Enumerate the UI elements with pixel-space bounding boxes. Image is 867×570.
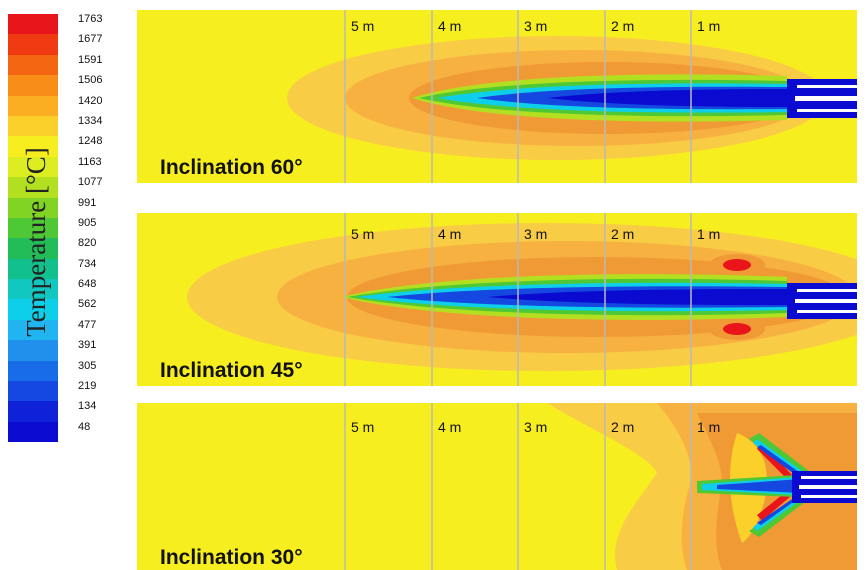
colorbar-swatch: [8, 34, 58, 55]
colorbar-swatch: [8, 360, 58, 382]
colorbar-tick-label: 1763: [78, 13, 103, 25]
panel-inclination-45: 5 m 4 m 3 m 2 m 1 m Inclination 45°: [137, 213, 857, 386]
distance-label-4m: 4 m: [438, 419, 462, 435]
colorbar-tick-label: 134: [78, 400, 97, 413]
colorbar-tick-label: 648: [78, 278, 97, 291]
colorbar-tick-label: 1334: [78, 114, 103, 127]
panel-inclination-30: 5 m 4 m 3 m 2 m 1 m Inclination 30°: [137, 403, 857, 570]
colorbar-tick-label: 905: [78, 216, 97, 229]
temperature-field-30: [137, 403, 857, 570]
colorbar-tick-label: 305: [78, 359, 97, 372]
colorbar-swatch: [8, 197, 58, 218]
distance-label-5m: 5 m: [351, 18, 375, 34]
colorbar-tick-label: 1506: [78, 74, 103, 87]
colorbar-title: Temperature [°C]: [21, 147, 51, 337]
colorbar-swatch: [8, 14, 58, 35]
panel-inclination-60: 5 m 4 m 3 m 2 m 1 m Inclination 60°: [137, 10, 857, 183]
colorbar-tick-label: 1677: [78, 33, 103, 46]
distance-label-1m: 1 m: [697, 419, 721, 435]
distance-label-5m: 5 m: [351, 226, 375, 242]
colorbar-swatch: [8, 136, 58, 157]
distance-label-2m: 2 m: [611, 419, 635, 435]
distance-label-1m: 1 m: [697, 226, 721, 242]
inclination-label: Inclination 60°: [160, 156, 303, 179]
colorbar-tick-label: 1420: [78, 94, 103, 107]
colorbar-swatch: [8, 238, 58, 259]
distance-label-2m: 2 m: [611, 18, 635, 34]
inclination-label: Inclination 45°: [160, 359, 303, 382]
colorbar-swatch: [8, 95, 58, 116]
colorbar-ticks: 1763 1677 1591 1506 1420 1334 1248 1163 1077 991 9…: [78, 12, 128, 440]
distance-label-3m: 3 m: [524, 419, 548, 435]
colorbar-swatch: [8, 319, 58, 341]
colorbar-tick-label: 734: [78, 257, 97, 270]
distance-label-3m: 3 m: [524, 226, 548, 242]
distance-label-4m: 4 m: [438, 18, 462, 34]
colorbar-tick-label: 1163: [78, 155, 102, 168]
colorbar-swatch: [8, 381, 58, 402]
colorbar-swatch: [8, 54, 58, 76]
colorbar-tick-label: 1077: [78, 176, 103, 189]
colorbar-swatch: [8, 279, 58, 300]
colorbar-swatch: [8, 177, 58, 198]
colorbar-tick-label: 1248: [78, 135, 103, 148]
distance-label-1m: 1 m: [697, 18, 721, 34]
colorbar-swatch: [8, 401, 58, 422]
colorbar-swatch: [8, 258, 58, 280]
colorbar-legend: 1763 1677 1591 1506 1420 1334 1248 1163 1077 991 9…: [0, 0, 130, 443]
colorbar-tick-label: 391: [78, 339, 97, 352]
colorbar-swatch: [8, 421, 58, 443]
inclination-label: Inclination 30°: [160, 546, 303, 569]
colorbar: [8, 14, 58, 443]
distance-label-2m: 2 m: [611, 226, 635, 242]
colorbar-swatch: [8, 115, 58, 137]
distance-label-4m: 4 m: [438, 226, 462, 242]
temperature-field-60: [137, 10, 857, 183]
colorbar-tick-label: 991: [78, 196, 97, 209]
colorbar-tick-label: 477: [78, 318, 97, 331]
colorbar-swatch: [8, 340, 58, 361]
colorbar-swatch: [8, 217, 58, 239]
colorbar-swatch: [8, 299, 58, 320]
colorbar-tick-label: 1591: [78, 53, 103, 66]
colorbar-tick-label: 820: [78, 237, 97, 250]
colorbar-tick-label: 219: [78, 380, 97, 393]
distance-label-5m: 5 m: [351, 419, 375, 435]
temperature-field-45: [137, 213, 857, 386]
distance-label-3m: 3 m: [524, 18, 548, 34]
colorbar-swatch: [8, 75, 58, 96]
colorbar-tick-label: 562: [78, 298, 97, 311]
colorbar-swatch: [8, 156, 58, 178]
colorbar-tick-label: 48: [78, 420, 91, 433]
